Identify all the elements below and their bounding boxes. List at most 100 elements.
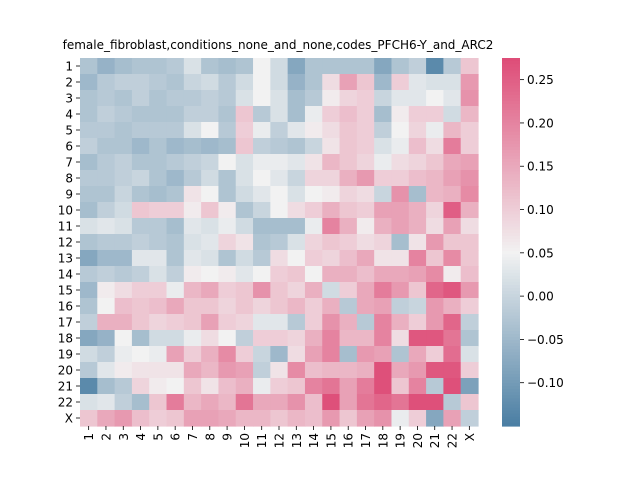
heatmap-cell (443, 218, 462, 235)
heatmap-cell (460, 90, 479, 107)
heatmap-cell (97, 170, 116, 187)
heatmap-cell (460, 234, 479, 251)
heatmap-cell (114, 90, 133, 107)
heatmap-cell (253, 250, 271, 267)
colorbar-segment (502, 318, 520, 323)
heatmap-cell (408, 330, 427, 347)
heatmap-cell (443, 250, 462, 267)
heatmap-cell (339, 90, 358, 107)
heatmap-cell (114, 74, 133, 91)
heatmap-cell (235, 154, 254, 171)
heatmap-cell (426, 410, 444, 427)
colorbar-segment (502, 407, 520, 412)
heatmap-cell (356, 282, 375, 299)
heatmap-cell (356, 330, 375, 347)
heatmap-cell (131, 154, 150, 171)
heatmap-cell (339, 282, 358, 299)
colorbar-segment (502, 183, 520, 188)
heatmap-cell (426, 58, 444, 75)
row-tick-label: 13 (58, 252, 73, 266)
col-tick-label: X (463, 433, 477, 441)
heatmap-cell (356, 314, 375, 331)
heatmap-cell (356, 250, 375, 267)
heatmap-cell (460, 266, 479, 283)
heatmap-cell (339, 314, 358, 331)
heatmap-cell (304, 122, 323, 139)
row-tick-label: 5 (65, 124, 73, 138)
heatmap-cell (253, 90, 271, 107)
heatmap-cell (339, 362, 358, 379)
heatmap-cell (356, 90, 375, 107)
colorbar-segment (502, 94, 520, 99)
col-tick-label: 17 (359, 433, 373, 448)
colorbar-segment (502, 229, 520, 234)
heatmap-cell (183, 186, 202, 203)
colorbar-segment (502, 180, 520, 185)
heatmap-cell (80, 234, 98, 251)
heatmap-cell (339, 138, 358, 155)
heatmap-cell (253, 74, 271, 91)
heatmap-cell (322, 282, 341, 299)
heatmap-cell (270, 378, 289, 395)
heatmap-cell (218, 74, 237, 91)
heatmap-cell (183, 394, 202, 411)
heatmap-cell (235, 202, 254, 219)
heatmap-cell (218, 314, 237, 331)
heatmap-cell (149, 154, 168, 171)
row-tick-label: 21 (58, 380, 73, 394)
heatmap-cell (443, 90, 462, 107)
heatmap-cell (166, 138, 185, 155)
colorbar-segment (502, 97, 520, 102)
colorbar-segment (502, 137, 520, 142)
heatmap-cell (80, 314, 98, 331)
heatmap-cell (304, 394, 323, 411)
heatmap-cell (408, 202, 427, 219)
heatmap-cell (408, 186, 427, 203)
heatmap-cell (97, 106, 116, 123)
colorbar-segment (502, 321, 520, 326)
heatmap-cell (374, 298, 393, 315)
heatmap-cell (426, 74, 444, 91)
heatmap-cell (149, 106, 168, 123)
heatmap-cell (356, 106, 375, 123)
heatmap-cell (149, 90, 168, 107)
heatmap-cell (149, 314, 168, 331)
colorbar-segment (502, 192, 520, 197)
heatmap-cell (356, 410, 375, 427)
heatmap-cell (270, 266, 289, 283)
heatmap-cells (80, 58, 479, 427)
heatmap-cell (235, 266, 254, 283)
heatmap-cell (201, 410, 220, 427)
heatmap-cell (80, 330, 98, 347)
row-tick-label: 8 (65, 172, 73, 186)
heatmap-cell (201, 186, 220, 203)
heatmap-cell (80, 90, 98, 107)
heatmap-cell (460, 330, 479, 347)
heatmap-cell (374, 234, 393, 251)
heatmap-cell (426, 218, 444, 235)
colorbar-segment (502, 232, 520, 237)
heatmap-cell (408, 234, 427, 251)
row-tick-label: 20 (58, 364, 73, 378)
heatmap-cell (270, 314, 289, 331)
heatmap-cell (131, 410, 150, 427)
heatmap-cell (374, 90, 393, 107)
heatmap-cell (183, 154, 202, 171)
heatmap-cell (114, 234, 133, 251)
heatmap-cell (374, 154, 393, 171)
heatmap-cell (287, 378, 306, 395)
heatmap-cell (391, 298, 410, 315)
heatmap-cell (443, 186, 462, 203)
heatmap-cell (270, 202, 289, 219)
heatmap-cell (80, 298, 98, 315)
heatmap-cell (235, 394, 254, 411)
row-tick-label: 16 (58, 300, 73, 314)
heatmap-cell (97, 250, 116, 267)
heatmap-cell (270, 122, 289, 139)
colorbar-segment (502, 419, 520, 424)
heatmap-cell (304, 330, 323, 347)
colorbar-segment (502, 376, 520, 381)
colorbar-segment (502, 168, 520, 173)
heatmap-cell (80, 122, 98, 139)
heatmap-cell (131, 298, 150, 315)
